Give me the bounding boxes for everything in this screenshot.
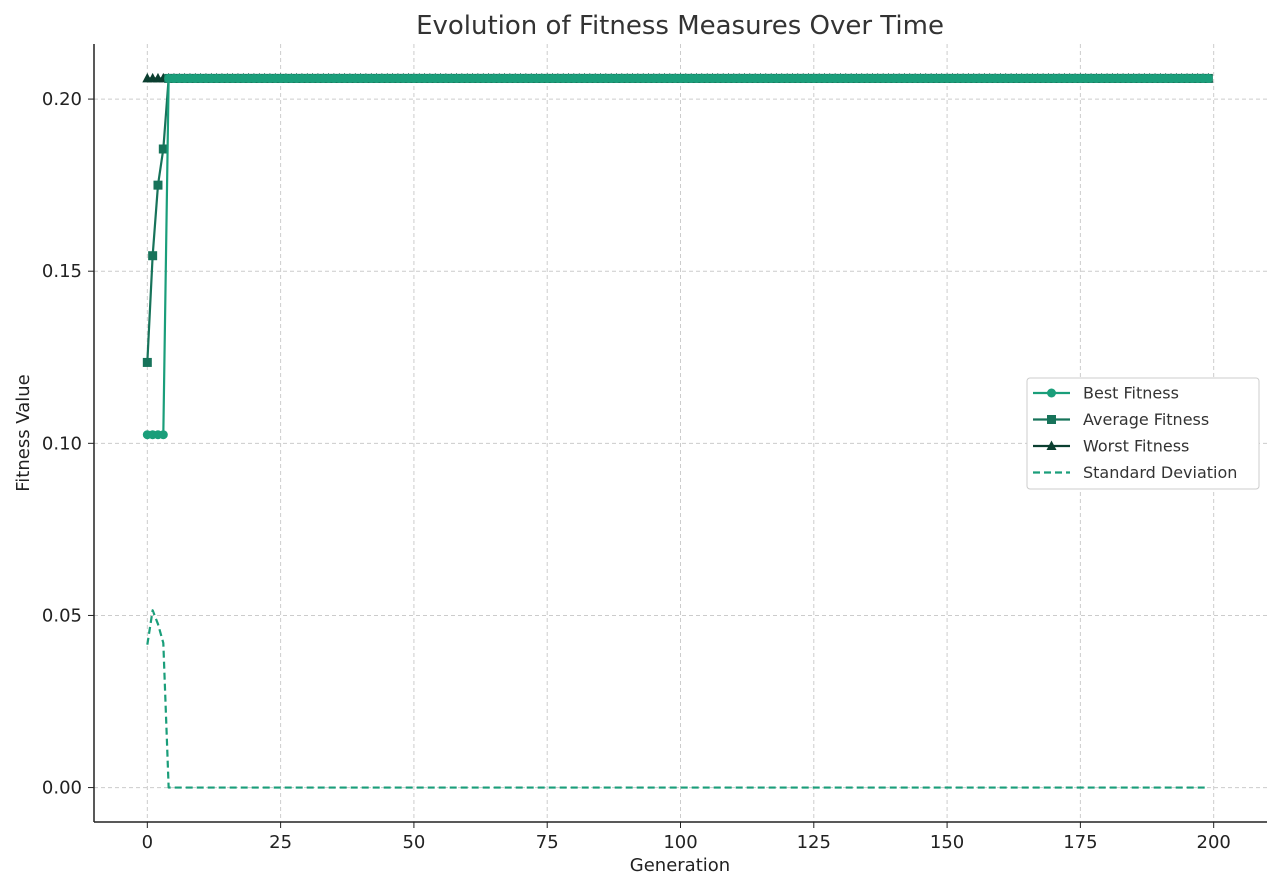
legend-box (1026, 377, 1260, 490)
legend-label: Best Fitness (1083, 384, 1179, 403)
legend-marker (1047, 415, 1056, 424)
legend-item: Standard Deviation (1033, 463, 1237, 482)
x-tick-label: 175 (1063, 832, 1097, 853)
data-point (158, 430, 168, 440)
y-tick-label: 0.10 (42, 433, 82, 454)
x-tick-label: 50 (402, 832, 425, 853)
tick-labels: 0 25 50 75 100 125 150 175 200 0.00 0.05 0.10 0.15 0.… (42, 89, 1231, 853)
chart-title: Evolution of Fitness Measures Over Time (416, 11, 944, 41)
data-point (142, 357, 152, 367)
legend-marker (1046, 440, 1057, 450)
series-average-fitness (142, 73, 1213, 367)
x-tick-label: 125 (797, 832, 831, 853)
x-tick-label: 200 (1197, 832, 1231, 853)
legend-item: Worst Fitness (1033, 437, 1189, 456)
y-axis-label: Fitness Value (13, 374, 34, 492)
data-point (1203, 73, 1213, 83)
legend-marker (1047, 388, 1056, 398)
y-tick-label: 0.00 (42, 778, 82, 799)
data-point (153, 180, 163, 190)
legend: Best Fitness Average Fitness Worst Fitness… (1026, 377, 1260, 490)
legend-label: Standard Deviation (1083, 463, 1237, 482)
series-line (146, 609, 1209, 789)
x-tick-label: 25 (269, 832, 292, 853)
legend-label: Average Fitness (1083, 410, 1209, 429)
y-tick-label: 0.05 (42, 605, 82, 626)
x-tick-label: 75 (536, 832, 559, 853)
x-tick-label: 0 (142, 832, 153, 853)
data-point (148, 251, 158, 261)
y-tick-label: 0.20 (42, 89, 82, 110)
plot-area (142, 72, 1214, 789)
series-standard-deviation (146, 609, 1209, 789)
x-tick-label: 100 (663, 832, 697, 853)
y-tick-label: 0.15 (42, 261, 82, 282)
legend-item: Average Fitness (1033, 410, 1209, 429)
x-axis-label: Generation (630, 855, 730, 876)
x-tick-label: 150 (930, 832, 964, 853)
data-point (158, 144, 168, 154)
legend-item: Best Fitness (1033, 384, 1179, 403)
series-best-fitness (142, 73, 1213, 440)
series-line (146, 77, 1209, 363)
legend-label: Worst Fitness (1083, 437, 1189, 456)
